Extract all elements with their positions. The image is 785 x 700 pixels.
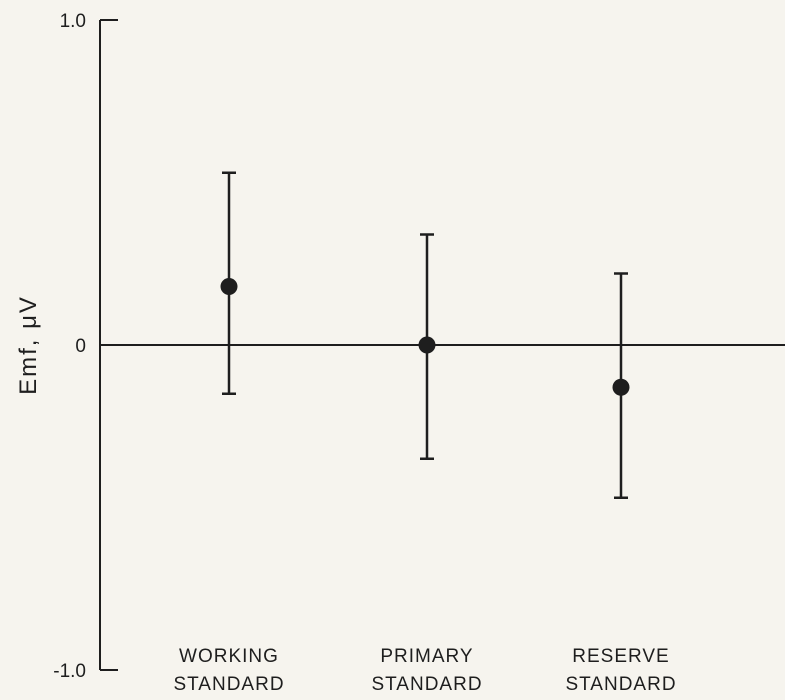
data-points [220,278,630,396]
data-point [612,378,630,396]
y-tick-label: 1.0 [60,11,86,32]
y-axis-label-text: Emf, μV [15,295,42,395]
category-label-line: STANDARD [371,674,482,695]
category-label: RESERVE STANDARD [565,646,676,695]
y-tick-label: -1.0 [53,661,86,682]
y-tick-label: 0 [75,336,86,357]
y-axis-label: Emf, μV [15,295,42,395]
category-label-line: WORKING [179,646,279,667]
category-label: PRIMARY STANDARD [371,646,482,695]
category-label-line: PRIMARY [380,646,473,667]
category-labels: WORKING STANDARD PRIMARY STANDARD RESERVE STA… [173,646,676,695]
y-ticks: 1.0 0 -1.0 [53,11,118,682]
category-label-line: STANDARD [565,674,676,695]
category-label-line: STANDARD [173,674,284,695]
category-label-line: RESERVE [572,646,669,667]
error-bars [222,171,628,499]
category-label: WORKING STANDARD [173,646,284,695]
data-point [220,278,238,295]
axes [99,20,785,670]
data-point [418,336,436,354]
